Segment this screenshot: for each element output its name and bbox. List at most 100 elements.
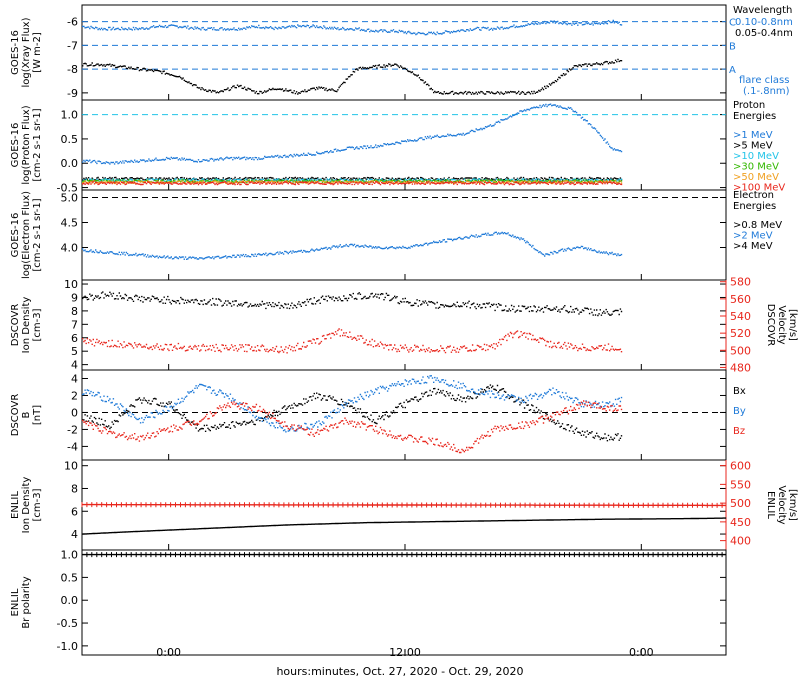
y-tick-label: 1.0 [61,109,79,122]
y-axis-label: ENLIL [10,588,21,616]
y-tick-label: 8 [71,305,78,318]
y-axis-label: [cm-2 s-1 sr-1] [32,198,43,271]
y-axis-label: GOES-16 [10,30,21,75]
series-marks [82,375,623,433]
series-marks [82,400,623,454]
y-tick-label: 0.0 [61,157,79,170]
panel-frame [81,549,727,656]
series-0-10-0-8nm [82,19,623,36]
y-tick-label: 4 [71,359,78,372]
series-bz [82,400,623,454]
x-tick-label: 0:00 [156,646,181,659]
panel-2: -0.5 0.0 0.5 1.0 GOES-16 log(Proton Flux) [cm-… [10,99,785,195]
y-axis-label: log(Proton Flux) [21,105,32,184]
y-axis-label: DSCOVR [10,394,21,437]
series-by [82,375,623,433]
y-axis-label: [cm-3] [32,308,43,341]
y-tick-label: -9 [67,87,78,100]
x-axis-ticks: 0:00 12:00 0:00 [156,646,653,659]
series-marks [82,517,727,535]
y-axis-label: GOES-16 [10,213,21,258]
series-velocity [82,328,623,354]
series--100-mev [82,181,623,186]
flare-class-label: A [729,65,736,76]
x-tick-label: 12:00 [389,646,421,659]
y2-axis-label: [km/s] [787,489,798,521]
y-tick-label: 0.5 [61,133,79,146]
legend-title: Proton [733,100,765,111]
legend-entry: >100 MeV [733,183,785,194]
y2-tick-label: 600 [730,460,751,473]
series--2-mev [82,231,623,260]
y-tick-label: 10 [64,460,78,473]
y2-tick-label: 450 [730,516,751,529]
y-tick-label: 4.0 [61,242,79,255]
series-marks [82,231,623,260]
series-ion-density [82,517,727,535]
legend-entry: >0.8 MeV [733,220,782,231]
x-axis-label: hours:minutes, Oct. 27, 2020 - Oct. 29, … [276,665,523,678]
y-tick-label: 9 [71,291,78,304]
series-marks [82,19,623,36]
y2-axis-label: Velocity [776,305,787,344]
legend-entry: Bz [733,426,745,437]
y-axis-label: GOES-16 [10,123,21,168]
legend-entry: >2 MeV [733,231,773,242]
y2-tick-label: 500 [730,344,751,357]
y2-tick-label: 500 [730,497,751,510]
y-axis-label: DSCOVR [10,304,21,347]
y-tick-label: 5 [71,345,78,358]
y-tick-label: 5.0 [61,192,79,205]
y-axis-label: [cm-2 s-1 sr-1] [32,108,43,181]
y2-tick-label: 520 [730,327,751,340]
y2-tick-label: 400 [730,535,751,548]
y-tick-label: -0.5 [57,617,78,630]
y-axis-label: log(Xray Flux) [21,17,32,87]
series-marks [82,103,623,165]
y-axis-label: ENLIL [10,491,21,519]
legend-entry: >10 MeV [733,151,779,162]
y-tick-label: 7 [71,318,78,331]
legend-entry: >50 MeV [733,172,779,183]
y-tick-label: -1.0 [57,640,78,653]
series-marks [82,58,623,95]
y2-axis-label: DSCOVR [765,304,776,347]
series-0-05-0-4nm [82,58,623,95]
x-tick-label: 0:00 [629,646,654,659]
legend-footer: flare class [739,75,789,86]
legend-entry: By [733,406,746,417]
y-tick-label: -2 [67,423,78,436]
series-marks [82,503,727,507]
y-tick-label: -7 [67,39,78,52]
y-tick-label: 0.0 [61,594,79,607]
y-tick-label: 4 [71,372,78,385]
series-br-polarity [81,552,727,558]
y-axis-label: B [21,411,32,418]
legend-footer: (.1-.8nm) [743,86,790,97]
series-bx [82,384,623,442]
y-axis-label: Br polarity [21,576,32,628]
flare-class-label: B [729,41,736,52]
legend-title: Electron [733,190,774,201]
y-axis-label: Ion Density [21,297,32,354]
y-tick-label: 2 [71,389,78,402]
y-tick-label: 4 [71,528,78,541]
flare-class-label: C [729,18,736,29]
y-tick-label: -8 [67,63,78,76]
legend-entry: >5 MeV [733,141,773,152]
series--1-mev [82,103,623,165]
y2-tick-label: 580 [730,276,751,289]
y-tick-label: -6 [67,16,78,29]
y2-tick-label: 550 [730,478,751,491]
panel-3: 4.0 4.5 5.0 GOES-16 log(Electron Flux) [cm-2 … [10,189,782,281]
y2-tick-label: 560 [730,293,751,306]
y2-tick-label: 540 [730,310,751,323]
y2-axis-label: [km/s] [787,309,798,341]
